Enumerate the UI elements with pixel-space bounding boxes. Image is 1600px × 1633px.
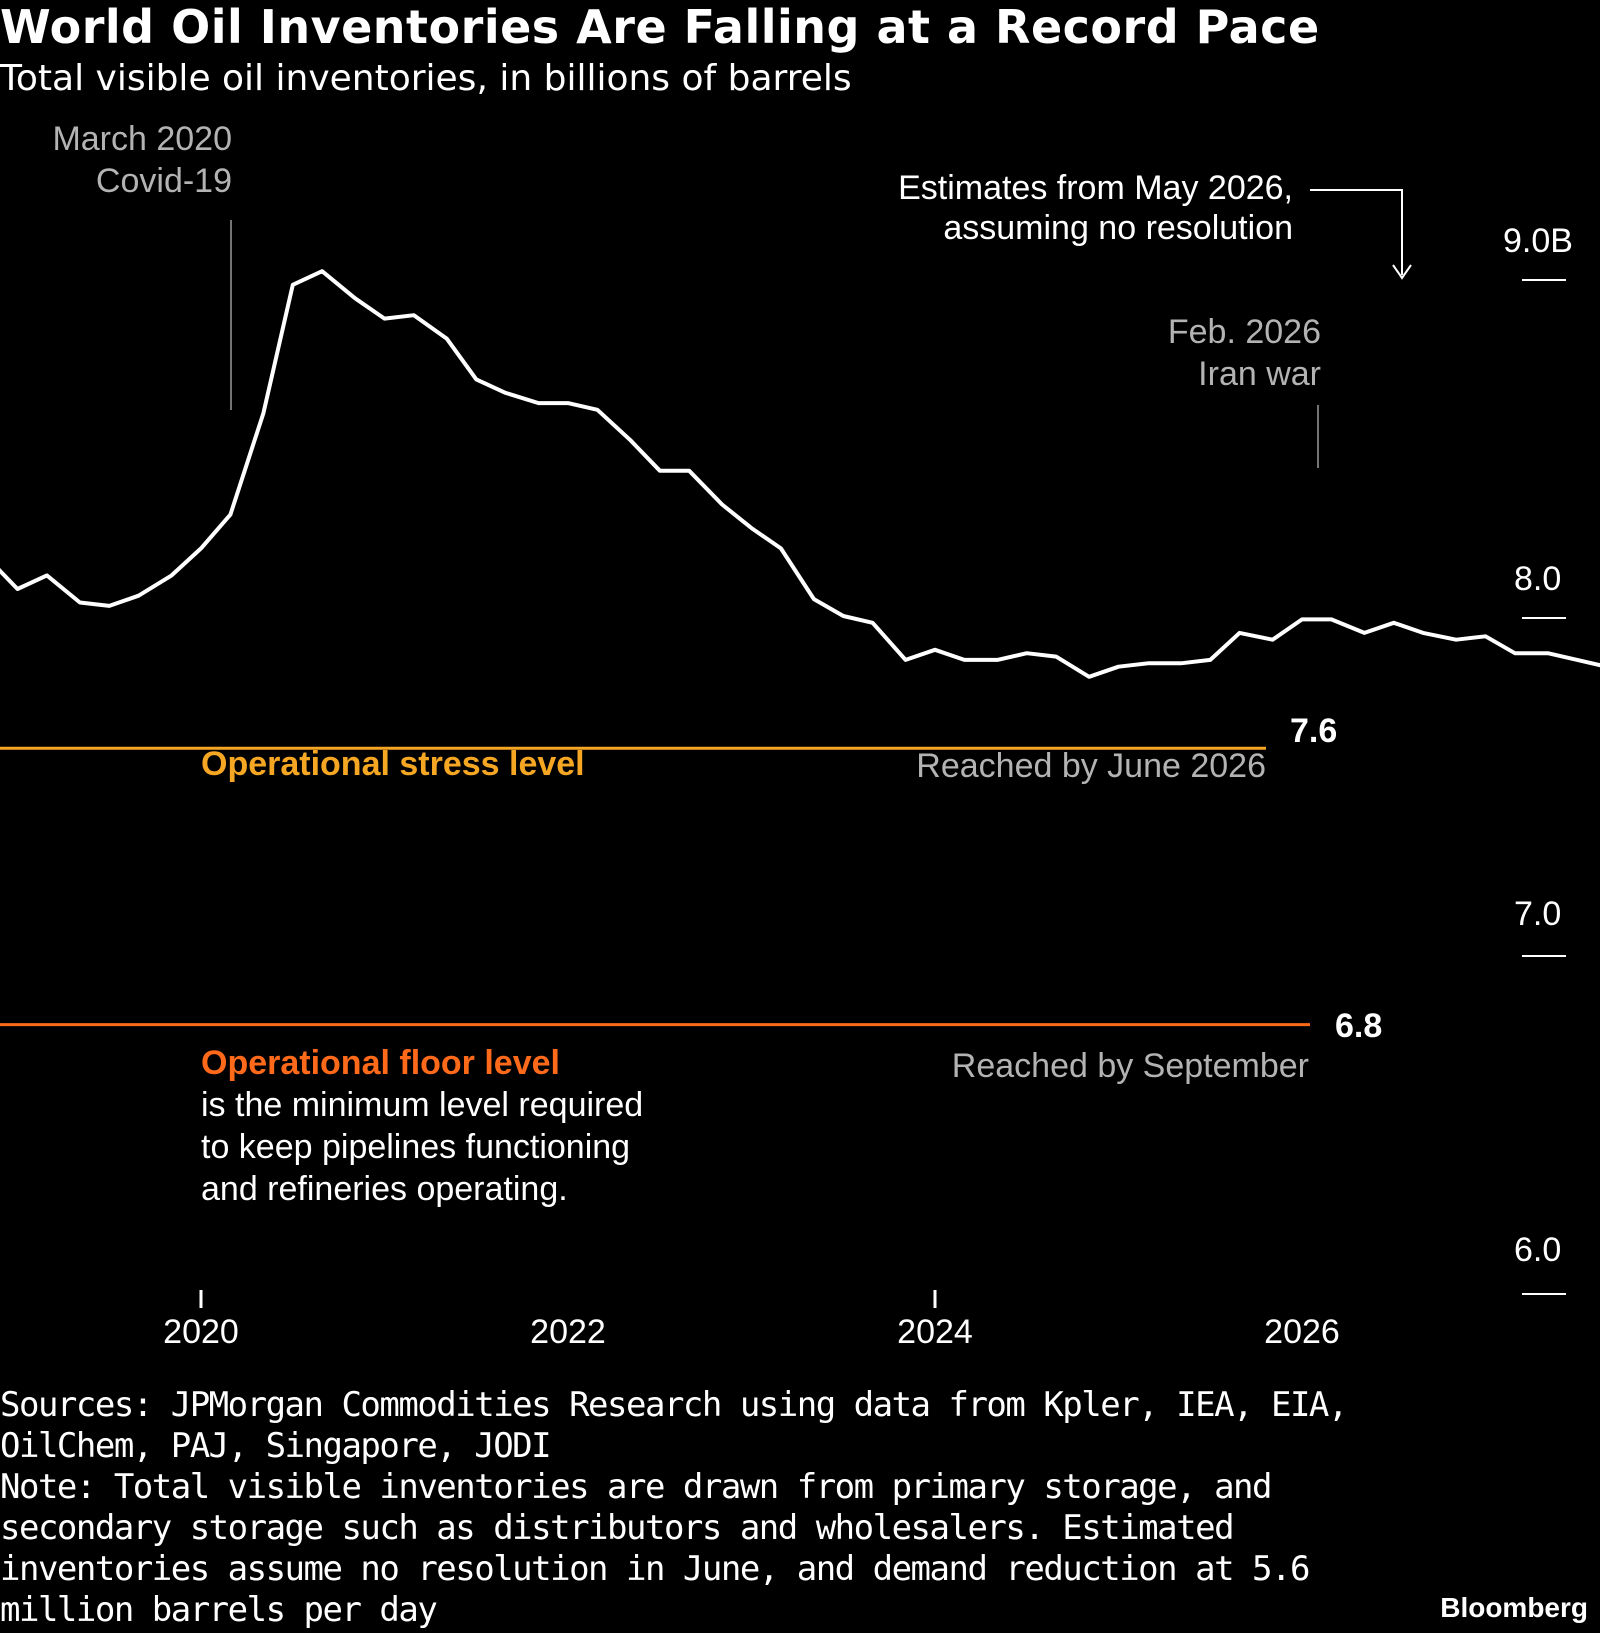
floor-desc-line3: and refineries operating. [201,1170,568,1208]
covid-annotation: March 2020 Covid-19 [0,118,232,202]
note-line1: Note: Total visible inventories are draw… [0,1467,1272,1507]
y-tick-label: 7.0 [1514,895,1562,933]
stress-value-label: 7.6 [1290,712,1338,750]
sources-line1: Sources: JPMorgan Commodities Research u… [0,1385,1348,1425]
floor-description: Operational floor level is the minimum l… [201,1042,643,1210]
note-line3: inventories assume no resolution in June… [0,1549,1310,1589]
iran-annotation: Feb. 2026 Iran war [1050,311,1321,395]
stress-level-label: Operational stress level [201,745,585,783]
covid-date-label: March 2020 [52,120,232,158]
y-tick-label: 6.0 [1514,1231,1562,1269]
floor-desc-line1: is the minimum level required [201,1086,644,1124]
chart-title: World Oil Inventories Are Falling at a R… [0,0,1320,54]
stress-reached-label: Reached by June 2026 [916,747,1266,785]
estimate-label-line2: assuming no resolution [943,209,1293,247]
floor-desc-line2: to keep pipelines functioning [201,1128,631,1166]
historical-inventory-line [0,269,1600,679]
iran-date-label: Feb. 2026 [1167,313,1321,351]
x-tick-label: 2020 [163,1313,239,1351]
bloomberg-logo: Bloomberg [1440,1592,1588,1623]
chart-footer: Sources: JPMorgan Commodities Research u… [0,1385,1400,1631]
estimate-annotation: Estimates from May 2026, assuming no res… [790,168,1293,248]
x-tick-label: 2024 [897,1313,973,1351]
chart-subtitle: Total visible oil inventories, in billio… [0,58,852,99]
estimate-label-line1: Estimates from May 2026, [898,169,1293,207]
floor-reached-label: Reached by September [951,1047,1309,1085]
sources-line2: OilChem, PAJ, Singapore, JODI [0,1426,552,1466]
x-tick-label: 2022 [530,1313,606,1351]
estimate-arrow-line [1310,189,1403,275]
note-line4: million barrels per day [0,1590,438,1630]
note-line2: secondary storage such as distributors a… [0,1508,1235,1548]
y-tick-label: 8.0 [1514,560,1562,598]
iran-event-label: Iran war [1198,355,1321,393]
x-tick-label: 2026 [1264,1313,1340,1351]
floor-level-label: Operational floor level [201,1044,560,1082]
y-tick-label: 9.0B [1503,222,1573,260]
estimate-arrow-head [1392,264,1412,280]
covid-event-label: Covid-19 [95,162,232,200]
floor-value-label: 6.8 [1335,1007,1383,1045]
